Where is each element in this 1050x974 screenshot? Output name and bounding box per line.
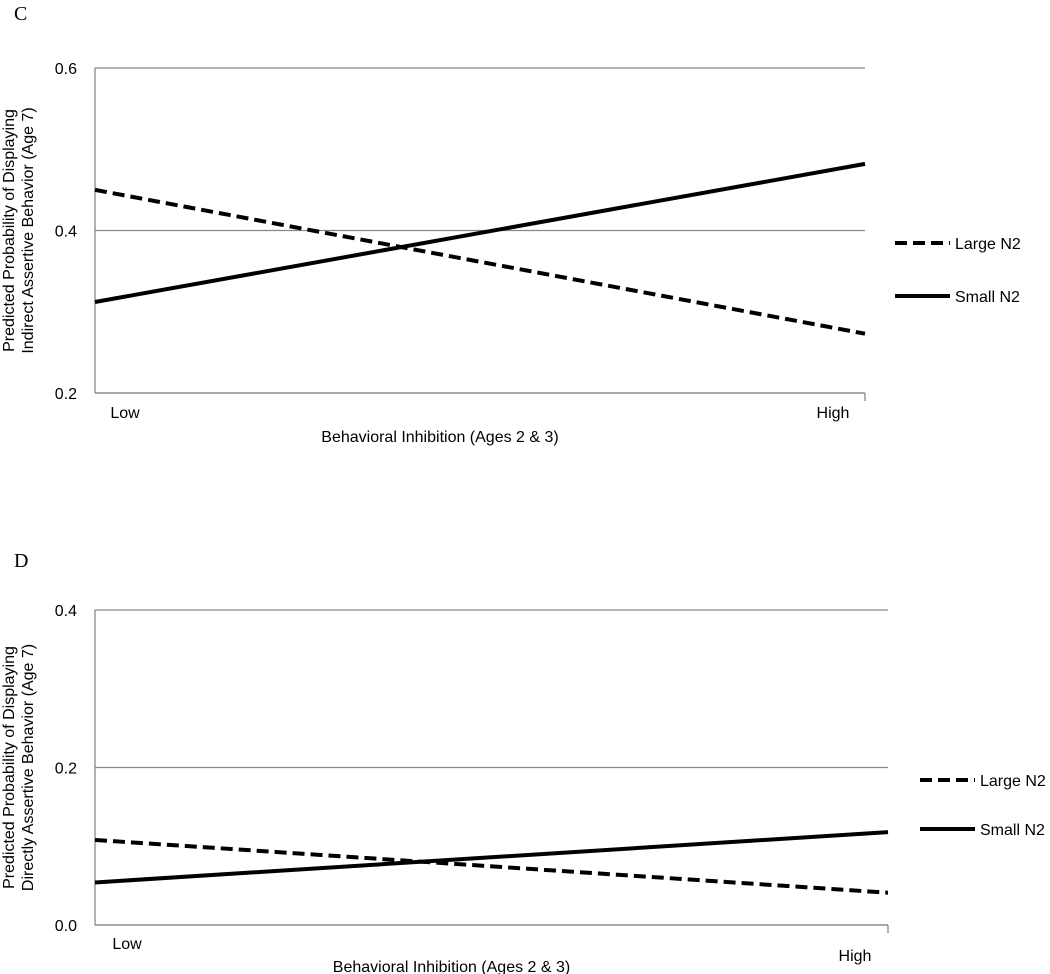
y-tick-label: 0.0 [55, 918, 77, 935]
y-tick-label: 0.4 [55, 603, 77, 620]
y-axis-label: Predicted Probability of Displaying [1, 646, 18, 889]
panel-label: C [14, 3, 27, 25]
series-line [94, 187, 866, 336]
x-tick-label: High [817, 405, 850, 422]
x-axis-label: Behavioral Inhibition (Ages 2 & 3) [321, 429, 558, 446]
legend-label: Small N2 [955, 289, 1020, 306]
legend-label: Large N2 [955, 236, 1021, 253]
x-tick-label: High [839, 948, 872, 965]
x-tick-label: Low [112, 936, 142, 953]
y-tick-label: 0.4 [55, 224, 77, 241]
x-axis-label: Behavioral Inhibition (Ages 2 & 3) [333, 959, 570, 974]
y-axis-label: Predicted Probability of Displaying [1, 109, 18, 352]
y-axis-label: Directly Assertive Behavior (Age 7) [20, 644, 37, 891]
y-tick-label: 0.2 [55, 761, 77, 778]
series-line [94, 830, 889, 885]
panel-label: D [14, 550, 28, 572]
legend-label: Large N2 [980, 773, 1046, 790]
y-tick-label: 0.6 [55, 61, 77, 78]
legend-label: Small N2 [980, 822, 1045, 839]
y-axis-label: Indirect Assertive Behavior (Age 7) [20, 107, 37, 353]
x-tick-label: Low [110, 405, 140, 422]
series-line [94, 837, 889, 895]
y-tick-label: 0.2 [55, 386, 77, 403]
series-line [94, 161, 866, 304]
